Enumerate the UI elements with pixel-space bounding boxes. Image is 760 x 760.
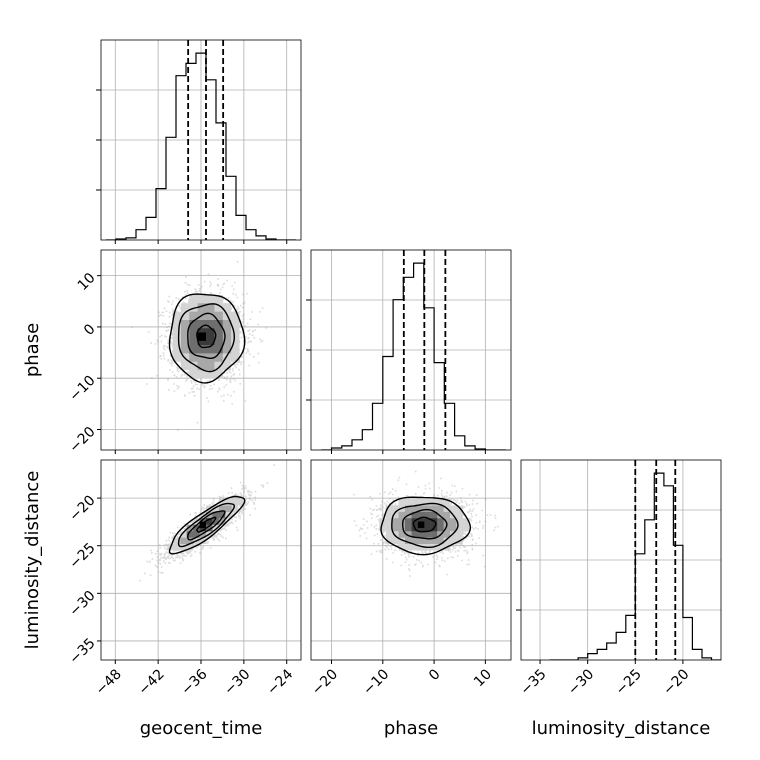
density-peak-0 [197,332,206,341]
histogram-phase [321,262,506,450]
x-tick-label-luminosity_distance-2: −25 [613,666,645,698]
y-axis-label-luminosity_distance: luminosity_distance [22,471,43,650]
scatter-panel-geocent_time-phase [97,249,302,454]
contour-2-3 [380,496,472,556]
y-tick-label-luminosity_distance-1: −30 [66,588,98,620]
x-tick-label-geocent_time-2: −36 [178,666,210,698]
scatter-panel-geocent_time-luminosity_distance [97,459,302,664]
contour-0-0 [196,324,217,349]
x-tick-label-phase-3: 10 [471,666,495,690]
contour-2-2 [391,502,459,548]
contour-2-1 [402,508,448,540]
x-tick-label-phase-2: 0 [426,666,444,684]
y-tick-label-phase-2: 0 [81,321,99,339]
x-tick-label-phase-0: −20 [309,666,341,698]
hist-panel-phase [306,249,512,454]
density-peak-1 [199,521,206,528]
y-tick-label-phase-0: −20 [66,424,98,456]
y-tick-label-luminosity_distance-2: −25 [66,540,98,572]
x-tick-label-geocent_time-3: −30 [221,666,253,698]
x-tick-label-geocent_time-0: −48 [93,666,125,698]
x-tick-label-geocent_time-4: −24 [264,666,296,698]
hist-panel-luminosity_distance [516,459,722,664]
y-tick-label-luminosity_distance-0: −35 [66,635,98,667]
contour-1-3 [168,495,246,555]
x-tick-label-phase-1: −10 [360,666,392,698]
x-axis-label-geocent_time: geocent_time [140,718,263,739]
contour-0-2 [177,303,236,373]
x-tick-label-geocent_time-1: −42 [136,666,168,698]
hist-frame-phase [310,249,512,451]
x-tick-label-luminosity_distance-3: −20 [660,666,692,698]
y-tick-label-luminosity_distance-3: −20 [66,492,98,524]
scatter-frame-2 [310,459,512,661]
contour-1-0 [196,516,217,533]
x-axis-label-luminosity_distance: luminosity_distance [532,718,711,739]
density-peak-2 [417,521,425,528]
y-tick-label-phase-1: −10 [66,373,98,405]
x-tick-label-luminosity_distance-1: −30 [565,666,597,698]
hist-frame-luminosity_distance [520,459,722,661]
hist-panel-geocent_time [96,39,302,244]
y-tick-label-phase-3: 10 [75,270,99,294]
contour-0-3 [168,293,246,384]
histogram-luminosity_distance [549,472,721,660]
y-axis-label-phase: phase [22,323,43,377]
x-axis-label-phase: phase [384,718,438,739]
contour-2-0 [412,516,437,533]
scatter-panel-phase-luminosity_distance [310,459,512,664]
contour-1-1 [187,510,226,541]
histogram-geocent_time [106,52,296,240]
x-tick-label-luminosity_distance-0: −35 [517,666,549,698]
contour-0-1 [187,312,226,359]
contour-1-2 [177,502,236,548]
